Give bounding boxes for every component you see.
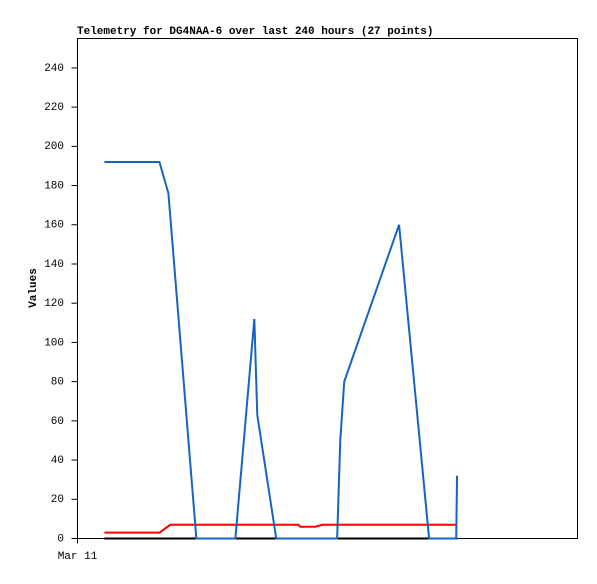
series-line	[104, 523, 458, 534]
y-tick-label: 20	[51, 494, 64, 506]
y-tick-label: 140	[44, 259, 64, 271]
chart-title: Telemetry for DG4NAA-6 over last 240 hou…	[77, 26, 433, 38]
y-tick-label: 120	[44, 298, 64, 310]
y-tick-label: 0	[57, 533, 64, 545]
plot-frame	[77, 38, 578, 539]
y-tick-label: 60	[51, 416, 64, 428]
y-tick-label: 160	[44, 220, 64, 232]
y-tick-label: 220	[44, 102, 64, 114]
x-tick-label: Mar 11	[58, 551, 98, 563]
y-axis-label: Values	[28, 268, 40, 308]
series-line	[104, 161, 459, 540]
y-tick-label: 100	[44, 337, 64, 349]
y-tick-label: 240	[44, 63, 64, 75]
y-tick-label: 180	[44, 180, 64, 192]
y-tick-label: 200	[44, 141, 64, 153]
y-tick-label: 80	[51, 377, 64, 389]
y-tick-label: 40	[51, 455, 64, 467]
